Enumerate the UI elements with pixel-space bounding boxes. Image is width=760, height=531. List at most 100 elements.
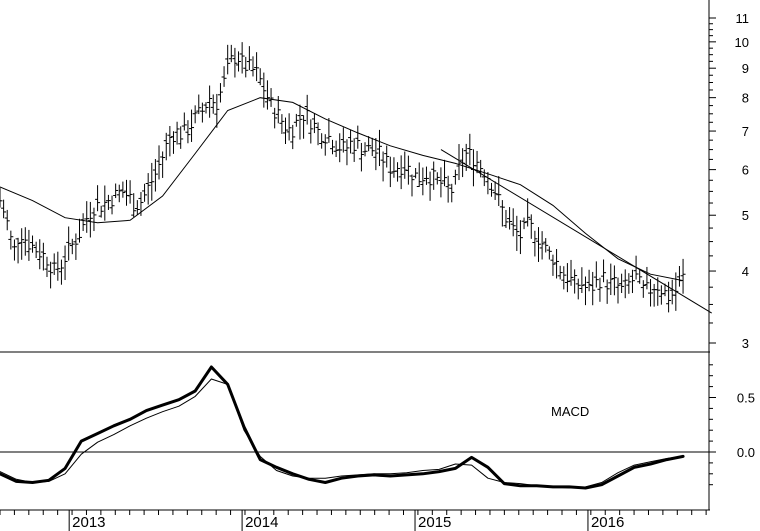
price-bar [586,269,592,292]
price-bar [0,187,3,208]
price-bar [87,201,93,238]
price-bar [503,209,509,228]
price-bar [228,44,234,63]
price-bar [40,242,46,271]
price-bar [69,238,75,255]
price-bar [311,113,317,134]
price-bar [333,140,339,157]
price-bar [398,155,404,190]
moving-average-line [0,97,684,282]
price-bar [91,207,97,232]
price-bar [499,200,505,227]
price-bar [293,113,299,127]
price-bar [163,132,169,161]
price-bar [210,94,216,114]
macd-signal-line [0,378,684,489]
price-bar [568,259,574,286]
price-bar [77,218,83,243]
price-bar [149,162,155,201]
price-bar [239,42,245,74]
price-bar [442,159,448,187]
price-bar [344,139,350,166]
price-bar [109,195,115,215]
price-bar [554,249,560,279]
price-bar [622,269,628,299]
price-bar [510,208,516,237]
price-bar [116,184,122,203]
price-bar [283,117,289,144]
price-bar [637,269,643,284]
price-bar [264,80,270,110]
price-bar [452,169,458,185]
price-bar [416,162,422,187]
price-bar [662,283,668,297]
price-bar [4,209,10,231]
price-bar [170,131,176,154]
price-bar [575,278,581,300]
macd-tick-label: 0.5 [737,391,755,406]
price-bar [438,167,444,198]
price-bar [95,185,101,212]
price-panel [0,42,712,314]
price-bar [655,277,661,306]
price-bar [387,156,393,188]
price-bar [62,245,68,281]
price-bar [11,239,17,261]
price-bar [199,102,205,123]
price-bar [427,171,433,201]
price-bar [366,136,372,152]
price-bar [629,269,635,294]
price-bar [423,166,429,185]
price-bar [221,66,227,87]
price-bar [434,172,440,185]
price-bar [286,113,292,141]
macd-line [0,365,685,490]
price-bar [145,173,151,205]
price-bar [391,157,397,178]
price-bar [113,183,119,199]
price-bar [348,130,354,154]
price-bar [449,183,455,203]
price-tick-label: 7 [742,124,749,139]
price-bar [120,181,126,198]
price-bar [30,235,36,253]
price-bar [84,201,90,233]
price-bar [658,285,664,305]
price-bar [272,107,278,129]
price-bar [15,237,21,264]
price-bar [525,198,531,227]
price-bar [528,214,534,239]
price-bar [37,239,43,270]
price-bar [376,129,382,167]
price-bar [626,273,632,294]
price-bar [319,133,325,149]
price-bar [189,109,195,142]
trend-line [440,149,712,314]
price-tick-label: 4 [742,264,749,279]
price-tick-label: 11 [736,11,750,26]
price-bar [485,171,491,195]
price-bar [279,114,285,134]
price-bar [196,94,202,115]
price-bar [1,199,7,219]
price-bar [185,120,191,144]
price-bar [315,122,321,146]
price-bar [207,85,213,118]
price-bar [51,253,57,275]
price-bar [514,215,520,251]
price-bar [66,226,72,261]
price-bar [362,142,368,157]
price-bar [355,125,361,149]
price-bar [301,115,307,139]
price-bar [373,138,379,171]
price-tick-label: 6 [742,163,749,178]
price-bar [250,56,256,77]
price-bar [217,83,223,103]
price-bar [369,137,375,157]
price-bar [358,142,364,172]
year-label: 2015 [418,514,451,531]
price-bar [142,183,148,202]
price-bar [395,162,401,182]
